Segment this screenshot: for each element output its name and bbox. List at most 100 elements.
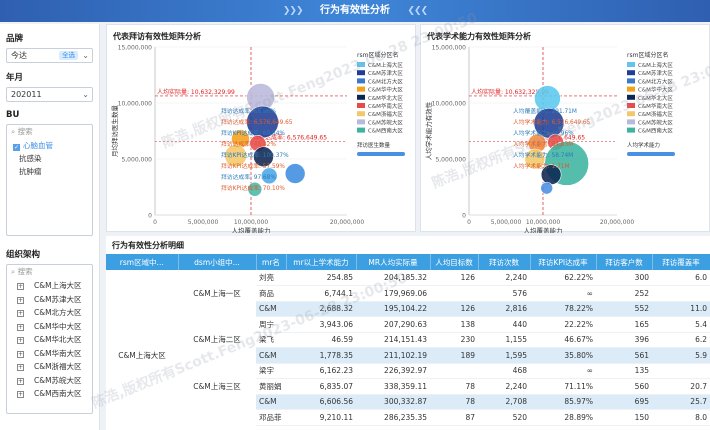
expand-plus-icon[interactable]: +: [17, 296, 24, 304]
org-tree-item[interactable]: + C&M华南大区: [17, 348, 82, 358]
org-tree-item[interactable]: + C&M苏皖大区: [17, 375, 82, 385]
column-header[interactable]: 拜访覆盖率: [652, 254, 710, 270]
bu-search-input[interactable]: ⌕ 搜索: [11, 127, 33, 136]
value-cell: 286,235.35: [356, 409, 430, 426]
expand-plus-icon[interactable]: +: [17, 391, 24, 398]
table-row[interactable]: C&M上海三区 黄丽娟 6,835.07 338,359.11 78 2,240 71.11…: [106, 378, 710, 395]
data-label: 拜访达成率: 97.68%: [221, 173, 276, 181]
value-cell: 211,102.19: [356, 347, 430, 364]
region-cell: [106, 409, 178, 425]
legend-label: C&M华北大区: [638, 94, 673, 102]
value-cell: 2,688.32: [286, 301, 356, 317]
table-row[interactable]: C&M 6,606.56 300,332.87 78 2,708 85.97% 695 25.…: [106, 394, 710, 410]
org-tree-item[interactable]: + C&M浙福大区: [17, 362, 82, 371]
legend-label: C&M苏津大区: [638, 69, 673, 77]
column-header[interactable]: 拜访KPI达成率: [530, 254, 597, 270]
org-tree-item[interactable]: + C&M上海大区: [17, 281, 82, 290]
region-cell: [106, 332, 178, 348]
table-row[interactable]: C&M上海大区 C&M 1,778.35 211,102.19 189 1,595 35.8…: [106, 347, 710, 364]
org-tree-item[interactable]: + C&M西南大区: [17, 389, 82, 398]
expand-plus-icon[interactable]: +: [17, 350, 24, 358]
mr-cell: 梁飞: [256, 332, 286, 348]
org-tree-item[interactable]: + C&M华北大区: [17, 335, 82, 344]
academic-matrix-panel: 代表学术能力有效性矩阵分析 0 5,000,000 10,000,000 15,000…: [420, 24, 710, 233]
bu-item[interactable]: ✓ 心脑血管: [13, 141, 53, 151]
legend-label: C&M华南大区: [368, 102, 403, 110]
month-select[interactable]: 202011 ⌄: [6, 87, 93, 102]
expand-plus-icon[interactable]: +: [17, 337, 24, 344]
org-tree-item[interactable]: + C&M华中大区: [17, 321, 82, 331]
group-cell: [178, 270, 256, 286]
expand-plus-icon[interactable]: +: [17, 283, 24, 290]
column-header[interactable]: mr名: [256, 254, 287, 270]
table-row[interactable]: 刘亮 254.85 204,185.32 126 2,240 62.22% 300 6.0: [106, 270, 710, 286]
bu-item[interactable]: 抗肿瘤: [19, 167, 42, 176]
brand-select[interactable]: 今达 全选 ⌄: [6, 48, 93, 63]
value-cell: 71.11%: [530, 378, 596, 395]
bu-label: BU: [6, 110, 20, 120]
value-cell: 300,332.87: [356, 394, 430, 410]
value-cell: 126: [430, 270, 478, 286]
data-label: 人均学术能力: 1.71M: [513, 162, 570, 170]
column-header[interactable]: rsm区域中...: [106, 254, 179, 270]
table-row[interactable]: 邓品菲 9,210.11 286,235.35 87 520 28.89% 150 8.0: [106, 409, 710, 426]
reference-label: 人均实际量: 10,632,329.99: [471, 88, 549, 96]
expand-plus-icon[interactable]: +: [17, 323, 24, 331]
mr-cell: 黄丽娟: [256, 378, 286, 395]
value-cell: 6.0: [652, 270, 710, 286]
value-cell: 6,835.07: [286, 378, 356, 395]
region-cell: [106, 316, 178, 332]
detail-table-title: 行为有效性分析明细: [112, 241, 184, 250]
x-tick-label: 0: [467, 219, 471, 226]
data-bubble: [260, 167, 278, 185]
bu-item[interactable]: 抗感染: [19, 154, 42, 163]
value-cell: [652, 285, 710, 302]
org-tree-item[interactable]: + C&M北方大区: [17, 308, 82, 317]
value-cell: 28.89%: [530, 409, 596, 426]
column-header[interactable]: 拜访客户数: [596, 254, 653, 270]
table-row[interactable]: 周宁 3,943.06 207,290.63 138 440 22.22% 165 5.4: [106, 316, 710, 333]
column-header[interactable]: mr以上学术能力: [286, 254, 357, 270]
column-header[interactable]: dsm小组中...: [178, 254, 257, 270]
value-cell: 468: [478, 363, 530, 379]
table-row[interactable]: C&M上海一区 商品 6,744.1 179,969.06 576 ∞ 252: [106, 285, 710, 302]
mr-cell: 商品: [256, 285, 286, 302]
chevron-down-icon: ⌄: [82, 51, 89, 60]
group-cell: C&M上海一区: [178, 285, 256, 301]
org-search-input[interactable]: ⌕ 搜索: [11, 267, 33, 276]
expand-plus-icon[interactable]: +: [17, 364, 24, 371]
value-cell: 195,104.22: [356, 301, 430, 317]
data-label: 人均学术能力: 84.83M: [513, 140, 573, 148]
data-label: 拜访达成率: 66.96%: [221, 107, 276, 115]
value-cell: 6,162.23: [286, 363, 356, 379]
x-axis-title: 人均覆盖能力: [232, 226, 271, 233]
brand-value: 今达: [11, 51, 27, 60]
header-arrows-right: ❮❮❮: [407, 6, 428, 16]
column-header[interactable]: MR人均实际量: [356, 254, 431, 270]
table-row[interactable]: C&M 2,688.32 195,104.22 126 2,816 78.22% 552 11…: [106, 301, 710, 317]
legend-swatch: [357, 94, 365, 100]
table-row[interactable]: C&M上海二区 梁飞 46.59 214,151.43 230 1,155 46.67% 39…: [106, 332, 710, 348]
legend-swatch: [357, 111, 365, 117]
select-all-badge[interactable]: 全选: [59, 51, 78, 60]
value-cell: 150: [596, 409, 652, 426]
value-cell: 2,708: [478, 394, 530, 410]
legend-swatch: [627, 62, 635, 67]
y-tick-label: 15,000,000: [432, 45, 467, 52]
x-tick-label: 20,000,000: [600, 219, 635, 226]
x-axis-title: 人均覆盖能力: [524, 226, 563, 233]
checkbox-checked-icon[interactable]: ✓: [13, 144, 20, 151]
column-header[interactable]: 人均目标数: [430, 254, 479, 270]
expand-plus-icon[interactable]: +: [17, 377, 24, 385]
value-cell: 5.9: [652, 347, 710, 364]
mr-cell: 梁宇: [256, 363, 286, 379]
group-cell: [178, 316, 256, 332]
legend-label: C&M上海大区: [368, 61, 403, 69]
bu-tree: ⌕ 搜索 ✓ 心脑血管 抗感染 抗肿瘤: [6, 124, 93, 236]
expand-plus-icon[interactable]: +: [17, 310, 24, 317]
legend-label: C&M北方大区: [368, 77, 403, 85]
column-header[interactable]: 拜访次数: [478, 254, 531, 270]
table-row[interactable]: 梁宇 6,162.23 226,392.97 468 ∞ 135: [106, 363, 710, 379]
mr-cell: C&M: [256, 347, 286, 364]
org-tree-item[interactable]: + C&M苏津大区: [17, 294, 82, 304]
